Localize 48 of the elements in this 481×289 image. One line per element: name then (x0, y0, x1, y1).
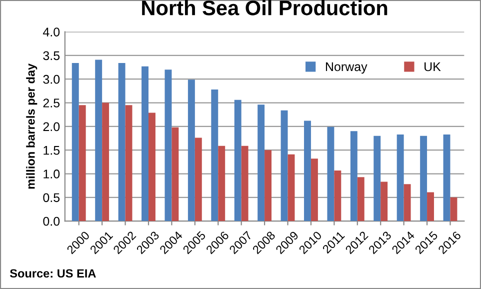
bar (95, 60, 102, 222)
chart-title: North Sea Oil Production (142, 0, 388, 16)
bar (420, 136, 428, 222)
legend-label: UK (424, 62, 441, 72)
y-tick-label: 3.5 (43, 51, 60, 60)
y-tick-label: 4.0 (42, 28, 60, 36)
y-tick-label: 0.0 (43, 216, 60, 226)
bar (350, 131, 358, 222)
bar (380, 182, 388, 222)
bar (280, 110, 288, 222)
bar (327, 126, 334, 222)
bar (118, 63, 126, 222)
source-note: Source: US EIA (10, 269, 96, 278)
y-tick-label: 1.5 (44, 146, 60, 155)
y-tick-label: 2.5 (43, 98, 60, 108)
bar (258, 104, 265, 222)
y-tick-label: 2.0 (43, 122, 60, 132)
y-tick-label: 0.5 (43, 193, 60, 202)
bar (288, 154, 295, 222)
bar (304, 120, 311, 222)
bar (78, 105, 86, 222)
bar (102, 102, 110, 222)
bar (241, 146, 248, 222)
y-tick-label: 3.0 (43, 74, 60, 84)
bar (142, 66, 148, 222)
legend-label: Norway (326, 62, 368, 74)
bar (234, 100, 242, 222)
bar (450, 197, 458, 222)
bar (404, 184, 411, 222)
bar (164, 70, 172, 222)
bar (334, 170, 342, 222)
bar (194, 138, 202, 222)
bar (310, 158, 318, 222)
y-axis-title: million barrels per day (26, 64, 38, 189)
bar (374, 136, 381, 222)
bar (148, 112, 156, 222)
bar (264, 150, 272, 222)
bar (396, 134, 404, 222)
y-tick-label: 1.0 (44, 170, 60, 178)
bar (427, 192, 434, 222)
bar (443, 134, 450, 222)
bar (188, 80, 195, 222)
bar (172, 127, 179, 222)
bar (218, 146, 226, 222)
bar (72, 63, 79, 222)
bar (125, 105, 132, 222)
bar (211, 90, 218, 222)
bar (357, 177, 364, 222)
